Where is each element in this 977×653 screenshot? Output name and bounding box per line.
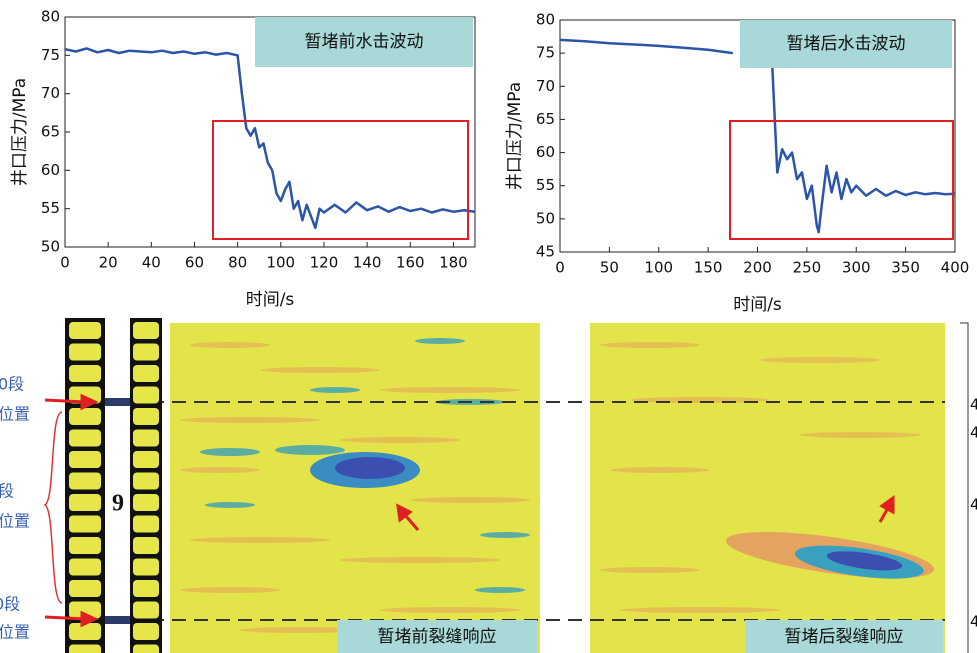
well-cell: [133, 473, 159, 490]
x-tick-label: 400: [941, 259, 970, 277]
x-tick-label: 150: [694, 259, 723, 277]
well-cell: [133, 387, 159, 404]
x-tick-label: 60: [185, 254, 204, 272]
well-cell: [133, 645, 159, 653]
well-cell: [69, 451, 101, 468]
well-cell: [133, 344, 159, 361]
well-cell: [69, 559, 101, 576]
well-cell: [133, 451, 159, 468]
well-cell: [69, 473, 101, 490]
well-cell: [69, 408, 101, 425]
left-label: 0段: [0, 595, 20, 614]
brace: [45, 412, 62, 603]
y-tick-label: 45: [536, 243, 555, 261]
x-tick-label: 20: [99, 254, 118, 272]
y-tick-label: 65: [41, 123, 60, 141]
well-cell: [69, 516, 101, 533]
well-cell: [133, 408, 159, 425]
well-cell: [69, 645, 101, 653]
annotation: 暂堵前水击波动: [305, 32, 424, 52]
well-cell: [133, 494, 159, 511]
well-cell: [69, 344, 101, 361]
x-axis-label: 时间/s: [246, 290, 295, 310]
left-label: 位置: [0, 405, 30, 424]
well-cell: [69, 623, 101, 640]
x-tick-label: 180: [439, 254, 468, 272]
y-tick-label: 70: [41, 84, 60, 102]
heatmap-before: [170, 323, 540, 653]
y-axis-label: 井口压力/MPa: [10, 78, 30, 186]
x-tick-label: 140: [353, 254, 382, 272]
highlight-box: [213, 121, 468, 239]
x-tick-label: 100: [266, 254, 295, 272]
well-cell: [69, 430, 101, 447]
left-label: 段: [0, 482, 14, 501]
data-line: [65, 48, 475, 227]
y-tick-label: 75: [41, 46, 60, 64]
annotation: 暂堵后水击波动: [787, 34, 906, 54]
well-cell: [133, 602, 159, 619]
well-cell: [133, 623, 159, 640]
well-cell: [69, 537, 101, 554]
x-tick-label: 80: [228, 254, 247, 272]
well-cell: [133, 516, 159, 533]
left-label: 位置: [0, 512, 30, 531]
left-label: 位置: [0, 623, 30, 642]
y-tick-label: 60: [536, 143, 555, 161]
left-label: 0段: [0, 375, 24, 394]
y-tick-label: 70: [536, 77, 555, 95]
panel-label: 暂堵前裂缝响应: [378, 627, 497, 647]
x-tick-label: 160: [396, 254, 425, 272]
well-cell: [69, 494, 101, 511]
x-tick-label: 0: [555, 259, 565, 277]
x-tick-label: 0: [60, 254, 70, 272]
y-tick-label: 75: [536, 44, 555, 62]
y-axis-label: 井口压力/MPa: [505, 82, 525, 190]
y-tick-label: 65: [536, 110, 555, 128]
data-line: [560, 40, 955, 232]
x-tick-label: 40: [142, 254, 161, 272]
y-tick-label: 50: [41, 238, 60, 256]
well-cell: [133, 365, 159, 382]
right-label: 4: [970, 496, 977, 514]
y-tick-label: 55: [41, 199, 60, 217]
well-cell: [133, 322, 159, 339]
y-tick-label: 55: [536, 176, 555, 194]
well-cell: [133, 430, 159, 447]
y-tick-label: 60: [41, 161, 60, 179]
well-cell: [133, 559, 159, 576]
y-tick-label: 80: [536, 11, 555, 29]
x-tick-label: 100: [644, 259, 673, 277]
x-tick-label: 120: [310, 254, 339, 272]
well-cell: [69, 322, 101, 339]
right-label: 4: [970, 613, 977, 631]
stage-label: 9: [112, 491, 124, 517]
bracket: [960, 323, 968, 653]
x-axis-label: 时间/s: [733, 295, 782, 315]
x-tick-label: 50: [600, 259, 619, 277]
y-tick-label: 80: [41, 8, 60, 26]
x-tick-label: 350: [891, 259, 920, 277]
well-cell: [133, 537, 159, 554]
panel-label: 暂堵后裂缝响应: [785, 627, 904, 647]
x-tick-label: 300: [842, 259, 871, 277]
well-cell: [133, 580, 159, 597]
y-tick-label: 50: [536, 209, 555, 227]
x-tick-label: 250: [793, 259, 822, 277]
highlight-box: [730, 121, 953, 239]
figure: 9 0段 位置 段 位置 0段 位置 4 4 4 4 暂堵前裂缝响应 暂堵后裂缝…: [0, 0, 977, 653]
x-tick-label: 200: [743, 259, 772, 277]
heatmap-after: [590, 323, 945, 653]
right-label: 4: [970, 396, 977, 414]
right-label: 4: [970, 424, 977, 442]
well-cell: [69, 580, 101, 597]
well-cell: [69, 365, 101, 382]
